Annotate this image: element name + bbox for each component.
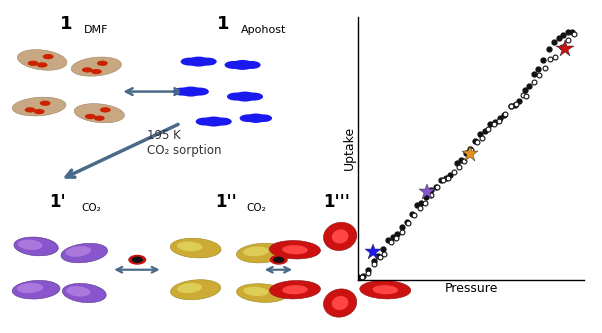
Ellipse shape bbox=[66, 286, 90, 297]
Ellipse shape bbox=[25, 107, 36, 113]
Ellipse shape bbox=[273, 256, 284, 263]
Ellipse shape bbox=[270, 240, 320, 259]
Ellipse shape bbox=[332, 296, 349, 310]
Ellipse shape bbox=[170, 238, 221, 258]
Ellipse shape bbox=[187, 57, 210, 67]
Ellipse shape bbox=[12, 280, 60, 299]
Ellipse shape bbox=[240, 115, 256, 122]
Ellipse shape bbox=[71, 57, 122, 76]
Ellipse shape bbox=[214, 118, 232, 126]
Ellipse shape bbox=[14, 237, 58, 256]
Ellipse shape bbox=[243, 246, 268, 256]
Ellipse shape bbox=[191, 88, 209, 96]
Ellipse shape bbox=[100, 107, 111, 113]
Ellipse shape bbox=[256, 115, 272, 122]
Ellipse shape bbox=[231, 60, 254, 70]
Ellipse shape bbox=[17, 283, 43, 293]
Ellipse shape bbox=[17, 50, 67, 70]
Ellipse shape bbox=[360, 240, 411, 259]
Ellipse shape bbox=[323, 289, 357, 317]
Text: 1': 1' bbox=[49, 193, 66, 211]
Ellipse shape bbox=[282, 285, 308, 294]
Ellipse shape bbox=[270, 280, 320, 299]
Ellipse shape bbox=[177, 241, 202, 251]
Ellipse shape bbox=[66, 246, 91, 257]
Ellipse shape bbox=[373, 245, 398, 254]
Ellipse shape bbox=[181, 58, 199, 66]
Ellipse shape bbox=[40, 101, 51, 106]
Ellipse shape bbox=[237, 284, 287, 302]
Ellipse shape bbox=[243, 287, 268, 296]
Ellipse shape bbox=[199, 58, 217, 66]
Text: 1'': 1'' bbox=[215, 193, 237, 211]
Text: 1: 1 bbox=[60, 15, 72, 33]
Ellipse shape bbox=[132, 256, 143, 263]
Ellipse shape bbox=[61, 243, 108, 263]
Text: CO₂: CO₂ bbox=[247, 203, 267, 213]
Ellipse shape bbox=[373, 285, 398, 294]
Ellipse shape bbox=[128, 255, 146, 265]
Ellipse shape bbox=[91, 69, 102, 74]
Ellipse shape bbox=[332, 229, 349, 243]
Text: DMF: DMF bbox=[84, 25, 109, 35]
Ellipse shape bbox=[323, 222, 357, 250]
Ellipse shape bbox=[94, 116, 105, 121]
Text: 1''': 1''' bbox=[324, 193, 350, 211]
Ellipse shape bbox=[360, 280, 411, 299]
Ellipse shape bbox=[237, 243, 287, 263]
Ellipse shape bbox=[170, 280, 221, 300]
Text: CO₂: CO₂ bbox=[363, 203, 383, 213]
Ellipse shape bbox=[270, 255, 288, 265]
Ellipse shape bbox=[227, 93, 245, 101]
Ellipse shape bbox=[243, 61, 261, 69]
Ellipse shape bbox=[43, 54, 54, 59]
Ellipse shape bbox=[74, 104, 125, 123]
Ellipse shape bbox=[173, 88, 191, 96]
Ellipse shape bbox=[28, 61, 39, 66]
Ellipse shape bbox=[196, 118, 214, 126]
Ellipse shape bbox=[63, 283, 106, 303]
Ellipse shape bbox=[97, 61, 108, 66]
Text: CO₂: CO₂ bbox=[81, 203, 101, 213]
Ellipse shape bbox=[202, 117, 225, 127]
Text: 1: 1 bbox=[217, 15, 229, 33]
Ellipse shape bbox=[246, 114, 266, 123]
Text: 195 K
CO₂ sorption: 195 K CO₂ sorption bbox=[147, 129, 222, 157]
Y-axis label: Uptake: Uptake bbox=[343, 126, 355, 170]
Ellipse shape bbox=[37, 62, 48, 68]
Text: Apohost: Apohost bbox=[241, 25, 286, 35]
Ellipse shape bbox=[225, 61, 243, 69]
Ellipse shape bbox=[34, 109, 45, 114]
Ellipse shape bbox=[18, 239, 42, 250]
Ellipse shape bbox=[85, 114, 96, 119]
Ellipse shape bbox=[282, 245, 308, 254]
Ellipse shape bbox=[177, 283, 202, 293]
X-axis label: Pressure: Pressure bbox=[444, 282, 498, 295]
Ellipse shape bbox=[12, 97, 66, 116]
Ellipse shape bbox=[234, 92, 256, 102]
Ellipse shape bbox=[179, 87, 202, 97]
Ellipse shape bbox=[82, 67, 93, 73]
Ellipse shape bbox=[245, 93, 263, 101]
